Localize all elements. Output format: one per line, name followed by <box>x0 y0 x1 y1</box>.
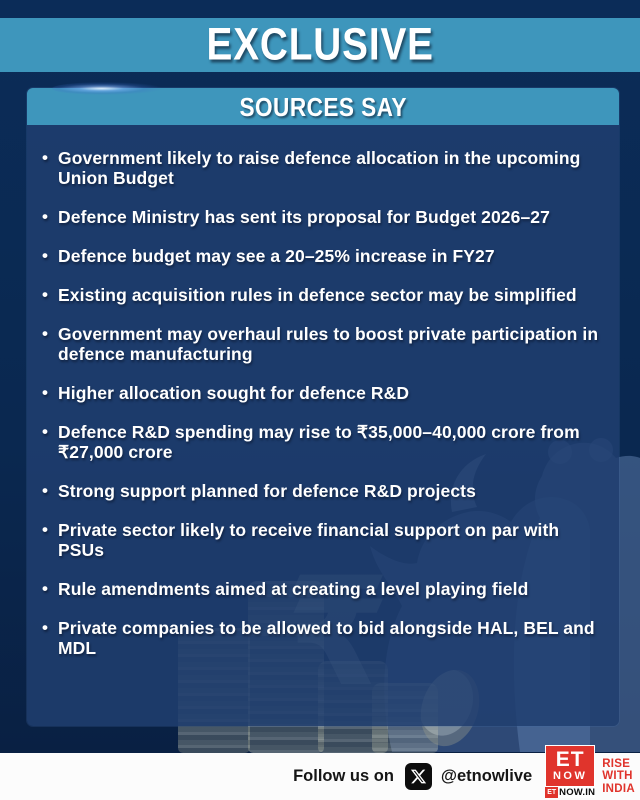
tagline-line: RISE <box>602 757 631 770</box>
bullet-text: Higher allocation sought for defence R&D <box>58 383 410 403</box>
exclusive-banner: EXCLUSIVE <box>0 18 640 72</box>
tagline-line: INDIA <box>602 782 635 795</box>
bullet-text: Defence budget may see a 20–25% increase… <box>58 246 495 266</box>
bullet-text: Rule amendments aimed at creating a leve… <box>58 579 529 599</box>
etnow-domain: ET NOW.IN <box>545 787 596 798</box>
bullet-text: Defence R&D spending may rise to ₹35,000… <box>58 422 580 462</box>
etnow-logo-et: ET <box>555 747 585 771</box>
list-item: • Existing acquisition rules in defence … <box>42 285 603 305</box>
x-glyph <box>410 769 427 784</box>
sources-say-label: SOURCES SAY <box>239 91 407 122</box>
lens-flare-decoration <box>52 82 162 95</box>
exclusive-label: EXCLUSIVE <box>206 19 434 70</box>
bullet-text: Government likely to raise defence alloc… <box>58 148 581 188</box>
bullet-dot-icon: • <box>42 520 48 539</box>
etnow-domain-rest: NOW.IN <box>559 787 596 798</box>
list-item: • Rule amendments aimed at creating a le… <box>42 579 603 599</box>
bullet-dot-icon: • <box>42 579 48 598</box>
bullet-text: Private companies to be allowed to bid a… <box>58 618 595 658</box>
list-item: • Defence budget may see a 20–25% increa… <box>42 246 603 266</box>
tagline-line: WITH <box>602 770 633 783</box>
bullet-dot-icon: • <box>42 148 48 167</box>
bullet-text: Government may overhaul rules to boost p… <box>58 324 599 364</box>
etnow-logo-box: ET NOW <box>545 745 596 787</box>
list-item: • Government may overhaul rules to boost… <box>42 324 603 364</box>
sources-say-badge: SOURCES SAY <box>27 88 619 125</box>
list-item: • Government likely to raise defence all… <box>42 148 603 188</box>
bullet-dot-icon: • <box>42 246 48 265</box>
bullet-text: Private sector likely to receive financi… <box>58 520 560 560</box>
list-item: • Defence R&D spending may rise to ₹35,0… <box>42 422 603 462</box>
bullet-dot-icon: • <box>42 285 48 304</box>
footer-bar: Follow us on @etnowlive ET NOW ET NOW.IN… <box>0 745 640 800</box>
bullet-dot-icon: • <box>42 324 48 343</box>
etnow-domain-et: ET <box>545 787 559 798</box>
bullet-dot-icon: • <box>42 422 48 441</box>
bullet-text: Defence Ministry has sent its proposal f… <box>58 207 550 227</box>
etnow-logo-now: NOW <box>552 770 588 783</box>
list-item: • Private sector likely to receive finan… <box>42 520 603 560</box>
list-item: • Private companies to be allowed to bid… <box>42 618 603 658</box>
list-item: • Higher allocation sought for defence R… <box>42 383 603 403</box>
list-item: • Defence Ministry has sent its proposal… <box>42 207 603 227</box>
x-twitter-icon[interactable] <box>404 763 432 790</box>
bullet-dot-icon: • <box>42 618 48 637</box>
bullet-dot-icon: • <box>42 481 48 500</box>
bullet-dot-icon: • <box>42 207 48 226</box>
bullet-dot-icon: • <box>42 383 48 402</box>
list-item: • Strong support planned for defence R&D… <box>42 481 603 501</box>
sources-card: SOURCES SAY • Government likely to raise… <box>27 88 619 726</box>
x-handle[interactable]: @etnowlive <box>440 767 533 785</box>
rise-with-india-tagline: RISE WITH INDIA <box>602 758 635 796</box>
bullet-list: • Government likely to raise defence all… <box>27 125 619 658</box>
follow-us-label: Follow us on <box>293 767 394 785</box>
bullet-text: Existing acquisition rules in defence se… <box>58 285 577 305</box>
etnow-logo: ET NOW ET NOW.IN <box>545 745 596 798</box>
bullet-text: Strong support planned for defence R&D p… <box>58 481 476 501</box>
